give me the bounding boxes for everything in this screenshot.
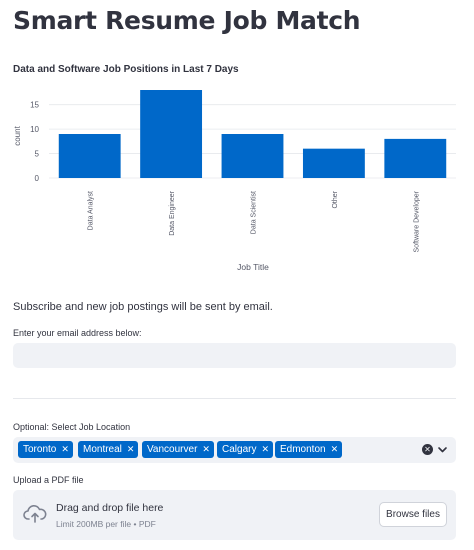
email-input[interactable] — [13, 343, 456, 368]
bar-data-scientist — [221, 134, 284, 178]
x-tick-label: Software Developer — [413, 190, 420, 252]
y-tick-label: 5 — [35, 150, 40, 159]
x-tick-label: Other — [332, 190, 339, 208]
remove-tag-icon[interactable]: ✕ — [126, 444, 135, 454]
location-tag-montreal: Montreal ✕ — [78, 441, 139, 458]
bar-data-engineer — [140, 90, 203, 178]
x-axis-label: Job Title — [237, 262, 269, 272]
remove-tag-icon[interactable]: ✕ — [330, 444, 339, 454]
y-axis-label: count — [13, 125, 22, 145]
y-tick-label: 0 — [35, 174, 40, 183]
bar-data-analyst — [58, 134, 121, 178]
tag-label: Montreal — [83, 444, 122, 455]
remove-tag-icon[interactable]: ✕ — [202, 444, 210, 454]
x-tick-label: Data Analyst — [88, 191, 95, 230]
subscribe-text: Subscribe and new job postings will be s… — [13, 301, 273, 313]
clear-all-icon[interactable]: ✕ — [422, 444, 433, 455]
x-tick-label: Data Scientist — [251, 191, 258, 234]
upload-label: Upload a PDF file — [13, 475, 84, 485]
cloud-upload-icon — [23, 505, 47, 523]
location-tag-edmonton: Edmonton ✕ — [275, 441, 343, 458]
browse-files-button[interactable]: Browse files — [379, 502, 447, 527]
email-label: Enter your email address below: — [13, 328, 142, 338]
remove-tag-icon[interactable]: ✕ — [261, 444, 270, 454]
location-label: Optional: Select Job Location — [13, 422, 131, 432]
tag-label: Calgary — [222, 444, 257, 455]
chevron-down-icon[interactable] — [437, 444, 448, 455]
page-title: Smart Resume Job Match — [13, 6, 361, 35]
tag-label: Edmonton — [280, 444, 326, 455]
y-tick-label: 10 — [30, 125, 39, 134]
bar-software-developer — [384, 138, 447, 178]
file-dropzone[interactable]: Drag and drop file here Limit 200MB per … — [13, 490, 456, 540]
drop-instruction: Drag and drop file here — [56, 502, 164, 514]
location-tag-vancourver: Vancourver ✕ — [142, 441, 214, 458]
y-tick-label: 15 — [30, 101, 39, 110]
location-tag-calgary: Calgary ✕ — [217, 441, 274, 458]
divider — [13, 398, 456, 399]
location-tag-toronto: Toronto ✕ — [18, 441, 73, 458]
tag-label: Toronto — [23, 444, 57, 455]
remove-tag-icon[interactable]: ✕ — [61, 444, 69, 454]
upload-limit-text: Limit 200MB per file • PDF — [56, 519, 156, 529]
x-tick-label: Data Engineer — [169, 190, 176, 235]
chart-title: Data and Software Job Positions in Last … — [13, 64, 239, 75]
location-multiselect[interactable]: Toronto ✕ Montreal ✕ Vancourver ✕ Calgary ✕ … — [13, 437, 456, 463]
bar-other — [302, 148, 365, 178]
job-positions-bar-chart: 0 5 10 15 Data Analyst Data Engineer Data Sci… — [13, 90, 456, 272]
tag-label: Vancourver — [147, 444, 198, 455]
